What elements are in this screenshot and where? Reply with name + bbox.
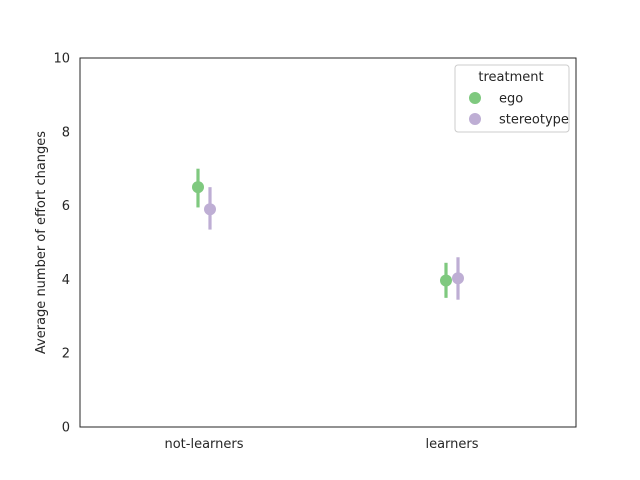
data-point [452,272,464,285]
y-tick-label: 8 [62,125,70,140]
y-tick-label: 4 [62,273,70,288]
legend-marker-stereotype [469,113,481,125]
y-tick-label: 10 [53,52,70,67]
y-tick-label: 0 [62,421,70,436]
data-point [204,203,216,216]
y-axis-label: Average number of effort changes [34,131,49,354]
y-tick-label: 6 [62,199,70,214]
legend-frame [454,64,570,133]
legend-marker-ego [469,92,481,104]
x-tick-label: learners [425,437,478,452]
legend: treatment ego stereotype [454,64,570,133]
y-axis: 0 2 4 6 8 10 [53,52,70,436]
data-point [440,274,452,287]
chart-marks [192,168,464,300]
y-tick-label: 2 [62,347,70,362]
legend-label-stereotype: stereotype [499,113,569,128]
x-axis: not-learners learners [164,437,478,452]
legend-title: treatment [478,70,543,85]
data-point [192,181,204,194]
x-tick-label: not-learners [164,437,243,452]
legend-label-ego: ego [499,92,523,107]
